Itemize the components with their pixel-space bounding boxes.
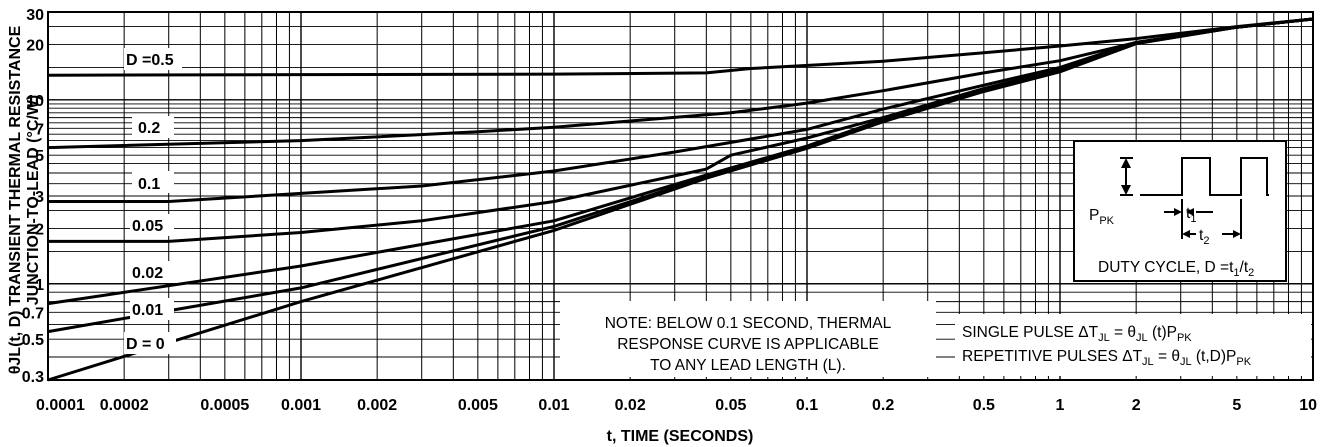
y-tick-label: 30 [26, 7, 44, 24]
arrowheads [1121, 158, 1241, 238]
y-tick-label: 2 [35, 221, 44, 238]
t2-label: t2 [1199, 227, 1209, 247]
y-axis-title-line-2: JUNCTION-TO-LEAD (°C/W) [25, 95, 42, 306]
y-tick-label: 10 [26, 93, 44, 110]
curve-labels: D =0.5 0.2 0.1 0.05 0.02 0.01 D = 0 [124, 48, 182, 354]
x-tick-label: 10 [1299, 397, 1317, 414]
x-tick-label: 0.0001 [36, 397, 85, 414]
x-tick-label: 0.05 [715, 397, 746, 414]
x-tick-label: 0.0005 [200, 397, 249, 414]
x-tick-label: 0.002 [357, 397, 397, 414]
formula-box: SINGLE PULSE ΔTJL = θJL (t)PPK REPETITIV… [955, 314, 1311, 376]
y-tick-label: 20 [26, 37, 44, 54]
curve-label-001: 0.01 [132, 302, 163, 319]
x-tick-label: 0.02 [615, 397, 646, 414]
y-tick-labels: 0.3 0.5 0.7 1 2 3 5 7 10 20 30 [22, 7, 44, 386]
y-tick-label: 5 [35, 148, 44, 165]
curve-6 [47, 17, 1314, 382]
x-tick-label: 2 [1132, 397, 1141, 414]
y-tick-label: 0.5 [22, 332, 44, 349]
note-box: NOTE: BELOW 0.1 SECOND, THERMAL RESPONSE… [560, 301, 936, 377]
x-tick-labels: 0.0001 0.0002 0.0005 0.001 0.002 0.005 0.01 0.0… [36, 397, 1317, 414]
ppk-label: PPK [1089, 207, 1115, 227]
curves [47, 17, 1314, 382]
note-line-1: NOTE: BELOW 0.1 SECOND, THERMAL [605, 315, 892, 332]
curve-label-01: 0.1 [138, 176, 160, 193]
note-line-3: TO ANY LEAD LENGTH (L). [650, 357, 846, 374]
curve-0 [47, 17, 1314, 77]
y-tick-label: 3 [35, 189, 44, 206]
curve-label-002: 0.02 [132, 265, 163, 282]
curve-label-02: 0.2 [138, 120, 160, 137]
x-axis-title: t, TIME (SECONDS) [607, 428, 754, 445]
x-tick-label: 5 [1232, 397, 1241, 414]
curve-label-d0: D = 0 [126, 336, 165, 353]
t1-label: t1 [1186, 205, 1196, 225]
x-tick-label: 0.2 [872, 397, 894, 414]
y-tick-label: 0.7 [22, 305, 44, 322]
duty-cycle-inset: PPK t1 t2 DUTY CYCLE, D =t1/t2 [1073, 140, 1287, 282]
duty-cycle-label: DUTY CYCLE, D =t1/t2 [1098, 259, 1254, 279]
x-tick-label: 0.1 [796, 397, 818, 414]
curve-label-005: 0.05 [132, 218, 163, 235]
x-tick-label: 0.005 [458, 397, 498, 414]
x-tick-label: 0.01 [538, 397, 569, 414]
note-line-2: RESPONSE CURVE IS APPLICABLE [617, 336, 879, 353]
y-tick-label: 0.3 [22, 369, 44, 386]
x-tick-label: 0.0002 [100, 397, 149, 414]
x-tick-label: 0.001 [281, 397, 321, 414]
y-axis-title-line-1: θJL(t, D) TRANSIENT THERMAL RESISTANCE [7, 25, 24, 374]
y-tick-label: 1 [35, 277, 44, 294]
plot-frame [47, 11, 1314, 381]
x-tick-label: 1 [1056, 397, 1065, 414]
x-tick-label: 0.5 [973, 397, 995, 414]
formula-repetitive-pulses: REPETITIVE PULSES ΔTJL = θJL (t,D)PPK [962, 348, 1252, 368]
curve-label-d05: D =0.5 [126, 52, 174, 69]
formula-single-pulse: SINGLE PULSE ΔTJL = θJL (t)PPK [962, 324, 1192, 344]
y-tick-label: 7 [35, 121, 44, 138]
